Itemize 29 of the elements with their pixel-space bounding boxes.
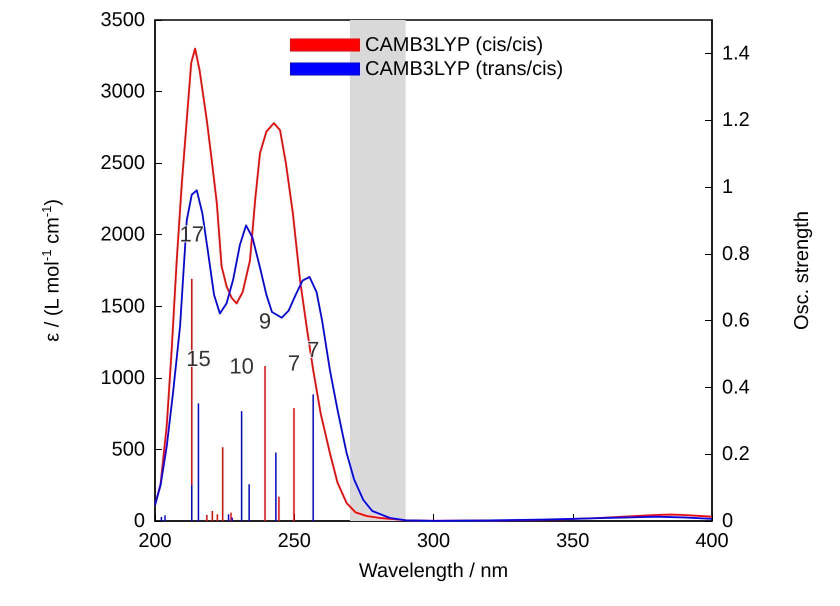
x-axis-title: Wavelength / nm — [358, 560, 508, 582]
y2-tick-label: 1 — [722, 176, 734, 198]
y-tick-label: 500 — [112, 438, 145, 460]
y2-tick-label: 0 — [722, 510, 734, 532]
y-tick-label: 0 — [134, 510, 145, 532]
y2-axis-title: Osc. strength — [791, 211, 813, 330]
legend-label: CAMB3LYP (trans/cis) — [365, 58, 564, 80]
x-tick-label: 200 — [138, 530, 172, 552]
annotation: 7 — [288, 350, 300, 376]
x-tick-label: 350 — [556, 530, 590, 552]
y2-tick-label: 0.6 — [722, 310, 750, 332]
y-tick-label: 3500 — [100, 9, 145, 31]
y2-tick-label: 0.2 — [722, 443, 750, 466]
y-tick-label: 2500 — [100, 152, 145, 174]
legend-label: CAMB3LYP (cis/cis) — [365, 34, 544, 56]
y-tick-label: 3000 — [100, 80, 145, 103]
y-tick-label: 1500 — [100, 295, 145, 318]
y2-tick-label: 1.2 — [722, 109, 750, 132]
y-tick-label: 2000 — [100, 224, 145, 246]
annotation: 9 — [258, 308, 272, 334]
y2-tick-label: 0.4 — [722, 376, 750, 398]
x-tick-label: 250 — [278, 530, 311, 552]
annotation: 10 — [229, 354, 254, 379]
y2-tick-label: 0.8 — [722, 242, 750, 265]
y2-tick-label: 1.4 — [722, 42, 750, 64]
y-axis-title: ε / (L mol-1 cm-1) — [39, 198, 64, 342]
x-tick-label: 400 — [695, 530, 729, 552]
x-tick-label: 300 — [416, 530, 450, 552]
y-tick-label: 1000 — [100, 366, 145, 389]
